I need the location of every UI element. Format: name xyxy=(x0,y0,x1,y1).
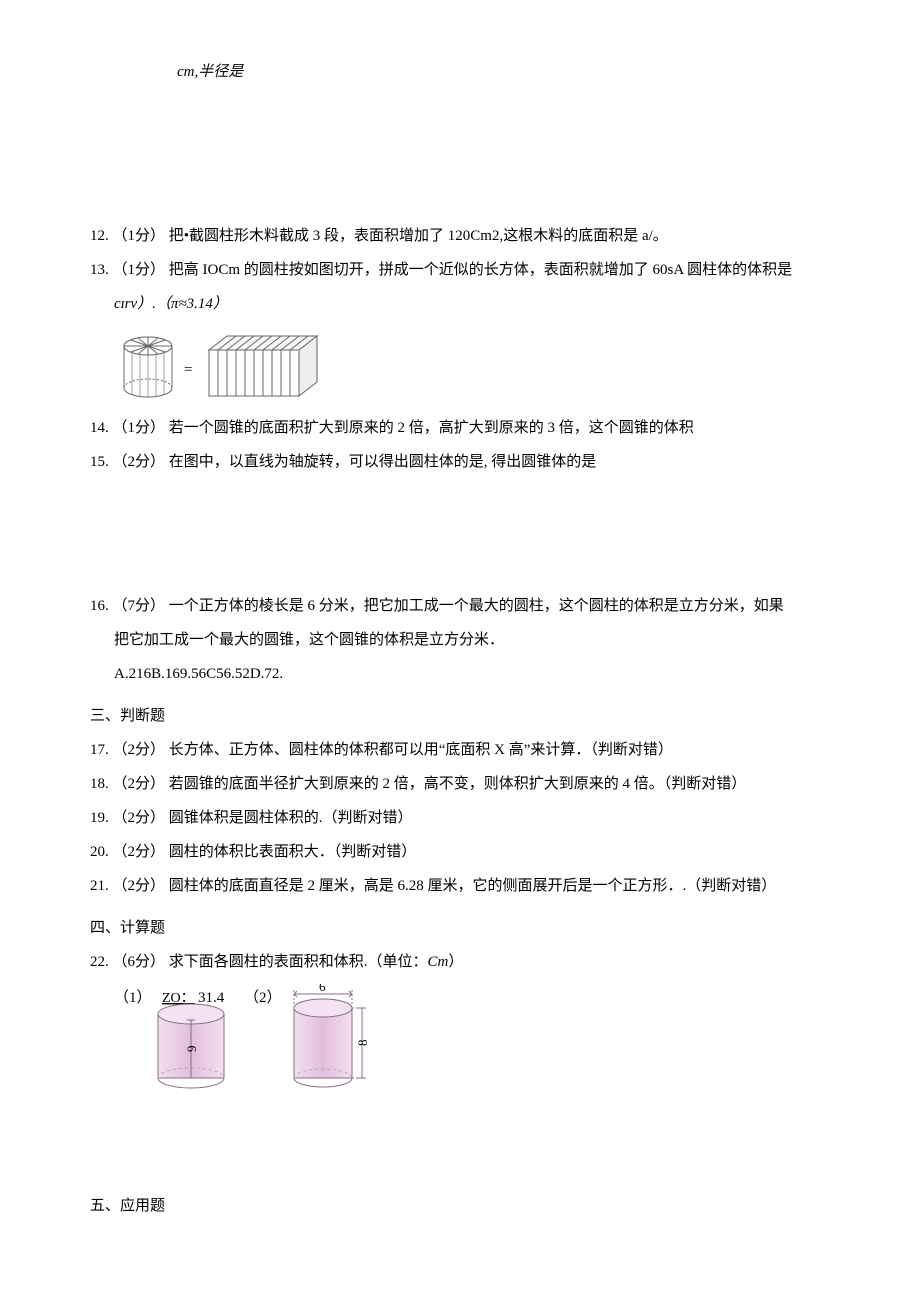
q22-close: ） xyxy=(448,954,463,970)
q18: 18. （2分） 若圆锥的底面半径扩大到原来的 2 倍，高不变，则体积扩大到原来… xyxy=(90,772,830,796)
q16-text-a: 一个正方体的棱长是 6 分米，把它加工成一个最大的圆柱，这个圆柱的体积是立方分米… xyxy=(169,598,784,614)
q19-num: 19. xyxy=(90,810,109,826)
q16-options: A.216B.169.56C56.52D.72. xyxy=(114,662,830,686)
q17: 17. （2分） 长方体、正方体、圆柱体的体积都可以用“底面积 X 高”来计算．… xyxy=(90,738,830,762)
q13-figure: = xyxy=(114,326,830,406)
q22-unit: Cm xyxy=(428,954,449,970)
q13-text-a: 把高 IOCm 的圆柱按如图切开，拼成一个近似的长方体，表面积就增加了 60sA… xyxy=(169,262,792,278)
q20-score: （2分） xyxy=(113,844,166,860)
section-5-heading: 五、应用题 xyxy=(90,1194,830,1218)
q15-num: 15. xyxy=(90,454,109,470)
section-3-heading: 三、判断题 xyxy=(90,704,830,728)
q21-score: （2分） xyxy=(113,878,166,894)
q13-num: 13. xyxy=(90,262,109,278)
q22-figure: （1） ZO： 31.4 （2） xyxy=(114,984,830,1104)
q22-part1-c: 31.4 xyxy=(198,990,225,1006)
q22-svg: （1） ZO： 31.4 （2） xyxy=(114,984,434,1104)
q12: 12. （1分） 把•截圆柱形木料截成 3 段，表面积增加了 120Cm2,这根… xyxy=(90,224,830,248)
q22-part2-label: （2） xyxy=(244,989,282,1006)
q13-svg: = xyxy=(114,326,324,406)
q17-score: （2分） xyxy=(113,742,166,758)
q13-line2: cɪrv）.（π≈3.14） xyxy=(114,292,830,316)
q13: 13. （1分） 把高 IOCm 的圆柱按如图切开，拼成一个近似的长方体，表面积… xyxy=(90,258,830,282)
q22-part1-label: （1） xyxy=(114,989,152,1006)
q21-num: 21. xyxy=(90,878,109,894)
q19-score: （2分） xyxy=(113,810,166,826)
q20-num: 20. xyxy=(90,844,109,860)
q14-score: （1分） xyxy=(113,420,166,436)
q17-text: 长方体、正方体、圆柱体的体积都可以用“底面积 X 高”来计算．（判断对错） xyxy=(169,742,673,758)
q16-num: 16. xyxy=(90,598,109,614)
q13-eq: = xyxy=(184,362,192,378)
q20-text: 圆柱的体积比表面积大．（判断对错） xyxy=(169,844,417,860)
q22-num: 22. xyxy=(90,954,109,970)
q12-text: 把•截圆柱形木料截成 3 段，表面积增加了 120Cm2,这根木料的底面积是 a… xyxy=(169,228,668,244)
q21: 21. （2分） 圆柱体的底面直径是 2 厘米，高是 6.28 厘米，它的侧面展… xyxy=(90,874,830,898)
q18-text: 若圆锥的底面半径扩大到原来的 2 倍，高不变，则体积扩大到原来的 4 倍。（判断… xyxy=(169,776,747,792)
q14-num: 14. xyxy=(90,420,109,436)
q16-score: （7分） xyxy=(113,598,166,614)
q19: 19. （2分） 圆锥体积是圆柱体积的.（判断对错） xyxy=(90,806,830,830)
q13-score: （1分） xyxy=(113,262,166,278)
q22-score: （6分） xyxy=(113,954,166,970)
q22-text: 求下面各圆柱的表面积和体积.（单位： xyxy=(169,954,428,970)
q15-score: （2分） xyxy=(113,454,166,470)
q12-num: 12. xyxy=(90,228,109,244)
q16-options-text: A.216B.169.56C56.52D.72. xyxy=(114,666,283,682)
q15: 15. （2分） 在图中，以直线为轴旋转，可以得出圆柱体的是, 得出圆锥体的是 xyxy=(90,450,830,474)
q14-text: 若一个圆锥的底面积扩大到原来的 2 倍，高扩大到原来的 3 倍，这个圆锥的体积 xyxy=(169,420,694,436)
section-4-heading: 四、计算题 xyxy=(90,916,830,940)
q16-line2: 把它加工成一个最大的圆锥，这个圆锥的体积是立方分米． xyxy=(114,628,830,652)
q20: 20. （2分） 圆柱的体积比表面积大．（判断对错） xyxy=(90,840,830,864)
q18-score: （2分） xyxy=(113,776,166,792)
q19-text: 圆锥体积是圆柱体积的.（判断对错） xyxy=(169,810,413,826)
q22-part2-d: 6 xyxy=(319,984,326,994)
q22-h2: 8 xyxy=(355,1040,370,1047)
q16: 16. （7分） 一个正方体的棱长是 6 分米，把它加工成一个最大的圆柱，这个圆… xyxy=(90,594,830,618)
q13-text-b: cɪrv）.（π≈3.14） xyxy=(114,296,228,312)
q11-fragment: cm,半径是 xyxy=(177,64,243,80)
q22: 22. （6分） 求下面各圆柱的表面积和体积.（单位：Cm） xyxy=(90,950,830,974)
q18-num: 18. xyxy=(90,776,109,792)
q17-num: 17. xyxy=(90,742,109,758)
q14: 14. （1分） 若一个圆锥的底面积扩大到原来的 2 倍，高扩大到原来的 3 倍… xyxy=(90,416,830,440)
q12-score: （1分） xyxy=(113,228,166,244)
q15-text: 在图中，以直线为轴旋转，可以得出圆柱体的是, 得出圆锥体的是 xyxy=(169,454,597,470)
q21-text: 圆柱体的底面直径是 2 厘米，高是 6.28 厘米，它的侧面展开后是一个正方形．… xyxy=(169,878,777,894)
q16-text-b: 把它加工成一个最大的圆锥，这个圆锥的体积是立方分米． xyxy=(114,632,504,648)
q22-h1: 9 xyxy=(184,1046,199,1053)
